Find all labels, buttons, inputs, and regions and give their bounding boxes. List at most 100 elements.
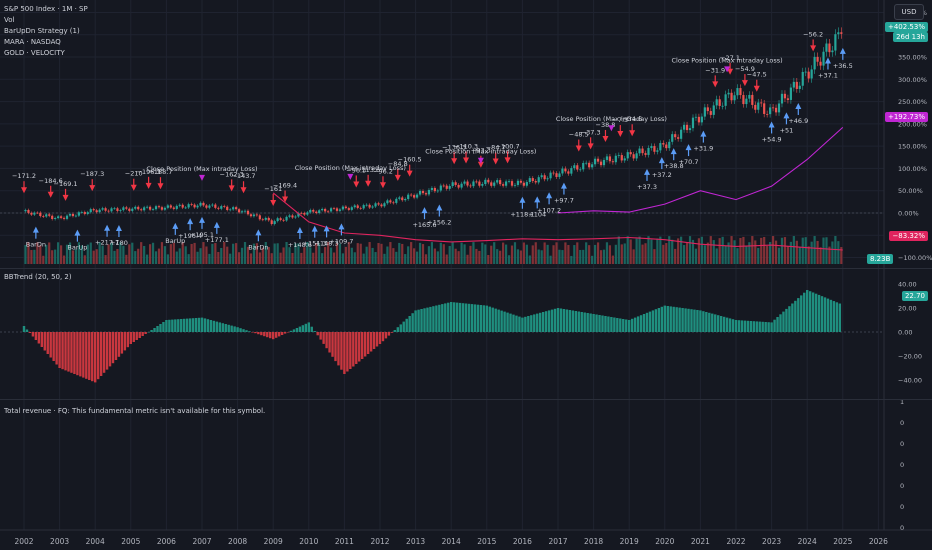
volume-bar	[321, 253, 324, 264]
bbtrend-bar	[25, 329, 29, 332]
bar-up-arrow	[546, 192, 553, 199]
volume-bar	[510, 245, 514, 264]
bbtrend-bar	[524, 316, 527, 332]
currency-button[interactable]: USD	[894, 4, 924, 20]
signal-label: −136.3	[442, 143, 466, 151]
candle-body	[350, 207, 353, 210]
signal-label: −84.7	[486, 144, 506, 152]
candle-body	[318, 210, 321, 214]
candle-body	[166, 205, 169, 208]
volume-bar	[742, 236, 745, 264]
bar-up-arrow	[311, 225, 318, 232]
volume-bar	[537, 249, 540, 264]
bar-down-arrow	[62, 194, 69, 201]
volume-bar	[626, 236, 629, 264]
volume-bar	[383, 253, 386, 264]
gold-line	[272, 192, 843, 251]
bbtrend-bar	[559, 308, 563, 332]
candle-body	[531, 178, 534, 182]
signal-label: +97.7	[554, 197, 574, 205]
candle-body	[700, 116, 703, 123]
signal-label: +70.7	[679, 158, 699, 166]
candle-body	[86, 212, 89, 214]
bbtrend-bar	[663, 305, 666, 332]
bbtrend-bar	[509, 313, 512, 332]
candle-body	[576, 165, 579, 170]
volume-bar	[356, 243, 359, 264]
signal-label: −38.8	[596, 121, 616, 129]
bar-up-arrow	[255, 229, 262, 236]
bbtrend-bar	[43, 332, 46, 351]
bbtrend-bar	[773, 319, 776, 332]
candle-body	[181, 204, 184, 208]
bbtrend-bar	[607, 316, 610, 332]
x-tick-label: 2019	[620, 537, 639, 546]
compare-legend-gold[interactable]: GOLD · VELOCITY	[4, 49, 65, 57]
fundamental-legend[interactable]: Total revenue · FQ: This fundamental met…	[4, 407, 266, 415]
bbtrend-bar	[79, 332, 82, 377]
volume-bar	[588, 245, 591, 264]
bbtrend-bar	[690, 309, 693, 332]
compare-legend-mara[interactable]: MARA · NASDAQ	[4, 38, 61, 46]
strategy-legend[interactable]: BarUpDn Strategy (1)	[4, 27, 80, 35]
volume-bar	[68, 242, 72, 264]
bbtrend-bar	[743, 320, 747, 332]
volume-bar	[294, 243, 297, 264]
signal-label: −34.6	[622, 115, 642, 123]
signal-label: +51	[780, 126, 794, 134]
bbtrend-bar	[562, 309, 566, 332]
candle-body	[217, 207, 220, 209]
pane-separator[interactable]	[0, 268, 932, 269]
volume-bar	[54, 249, 57, 264]
volume-bar	[745, 245, 748, 264]
candle-body	[407, 194, 410, 199]
candle-body	[537, 177, 540, 183]
volume-bar	[715, 248, 718, 264]
volume-bar	[101, 245, 104, 264]
volume-bar	[528, 255, 531, 264]
bbtrend-bar	[405, 318, 408, 332]
bbtrend-bar	[227, 324, 230, 332]
volume-bar	[223, 242, 226, 264]
volume-bar	[579, 249, 582, 264]
volume-bar	[318, 243, 321, 264]
candle-body	[223, 206, 226, 207]
bbtrend-bar	[372, 332, 376, 349]
candle-body	[125, 207, 128, 209]
bbtrend-legend[interactable]: BBTrend (20, 50, 2)	[4, 273, 72, 281]
volume-bar	[421, 244, 425, 264]
bar-countdown-tag: 26d 13h	[893, 32, 928, 42]
volume-bar	[525, 244, 528, 264]
bbtrend-bar	[328, 332, 331, 353]
bar-down-arrow	[587, 143, 594, 150]
signal-label: +180	[110, 239, 128, 247]
volume-legend[interactable]: Vol	[4, 16, 15, 24]
bbtrend-bar	[46, 332, 49, 354]
candle-body	[169, 205, 172, 208]
volume-bar	[104, 255, 107, 264]
volume-bar	[493, 242, 496, 264]
volume-bar	[160, 242, 164, 264]
bar-up-arrow	[560, 182, 567, 189]
bbtrend-bar	[248, 331, 251, 332]
price-axis: 450.00%400.00%350.00%300.00%250.00%200.0…	[898, 9, 932, 532]
volume-bar	[825, 237, 828, 264]
volume-bar	[656, 238, 659, 264]
candle-body	[742, 95, 745, 105]
candle-body	[626, 152, 629, 159]
bbtrend-bar	[598, 315, 601, 332]
candle-body	[677, 137, 680, 139]
volume-bar	[499, 250, 502, 264]
volume-bar	[516, 249, 520, 264]
bar-down-arrow	[753, 85, 760, 92]
bbtrend-bar	[610, 317, 613, 332]
symbol-title[interactable]: S&P 500 Index · 1M · SP	[4, 5, 88, 13]
bbtrend-bar	[108, 332, 112, 367]
candle-body	[638, 148, 641, 154]
bbtrend-histogram	[22, 290, 842, 383]
candle-body	[629, 152, 632, 155]
candle-body	[798, 85, 801, 89]
bbtrend-bar	[503, 311, 506, 332]
pane-separator[interactable]	[0, 399, 932, 400]
